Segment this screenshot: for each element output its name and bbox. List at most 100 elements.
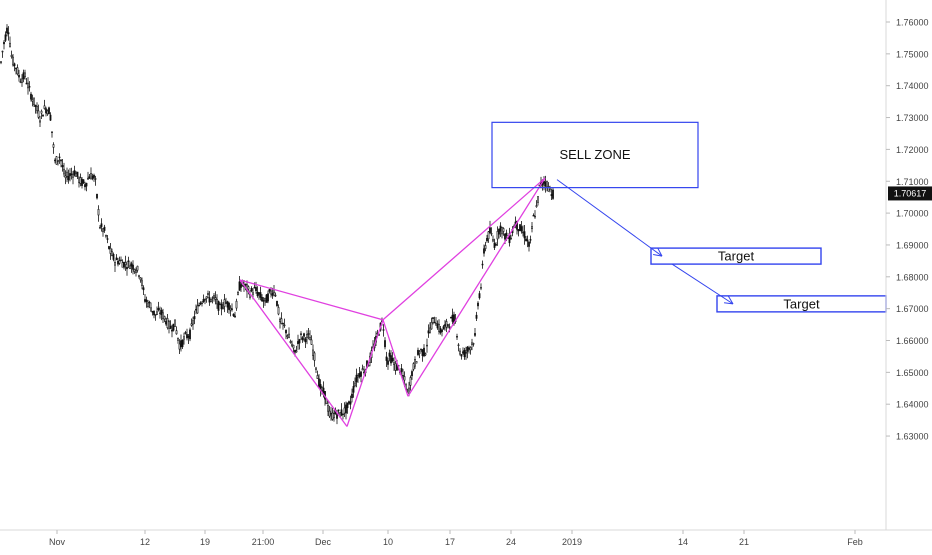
x-tick-label: 21:00 — [252, 537, 275, 547]
candle — [16, 64, 19, 76]
x-tick-label: 10 — [383, 537, 393, 547]
sell-zone-box[interactable] — [491, 121, 699, 189]
candle — [178, 339, 181, 354]
candle — [187, 333, 190, 344]
candle — [21, 74, 23, 87]
candle — [502, 227, 505, 236]
candle — [228, 301, 230, 314]
candle — [460, 354, 463, 360]
candle — [96, 193, 98, 200]
candle — [43, 99, 46, 110]
candle — [36, 102, 38, 114]
candle — [57, 159, 59, 166]
candle — [198, 302, 200, 307]
candle — [51, 131, 53, 138]
candle — [292, 344, 295, 353]
candle — [529, 235, 532, 244]
candle — [261, 294, 263, 303]
candle — [117, 257, 119, 267]
candle — [112, 252, 115, 262]
candle — [447, 323, 449, 329]
candle — [196, 298, 199, 314]
candle — [280, 312, 283, 325]
candle — [115, 254, 118, 261]
candle — [487, 230, 490, 243]
candle — [118, 256, 121, 265]
candle — [37, 104, 40, 120]
candle — [355, 368, 358, 388]
candle — [409, 375, 412, 391]
candle — [490, 227, 493, 237]
candle — [141, 277, 143, 290]
candle — [313, 351, 316, 367]
candle — [154, 313, 157, 321]
candle — [58, 153, 61, 164]
candle — [82, 179, 85, 184]
candle — [79, 173, 82, 187]
candle — [484, 241, 487, 252]
candle — [10, 50, 13, 59]
candle — [78, 176, 80, 188]
time-axis[interactable]: Nov 12 19 21:00 Dec 10 17 24 2019 14 21 Feb — [49, 530, 863, 547]
candle — [55, 156, 58, 165]
target-box-1[interactable] — [650, 247, 822, 265]
candle — [289, 339, 292, 344]
pattern-leg-cd — [407, 177, 546, 397]
candle — [481, 260, 484, 269]
candle — [208, 291, 211, 306]
candle — [156, 306, 158, 316]
candle — [132, 260, 134, 275]
candle — [174, 319, 176, 327]
candle — [84, 181, 86, 191]
candle — [42, 114, 44, 117]
projection-arrows — [556, 179, 734, 305]
candle — [160, 307, 163, 321]
candle — [495, 242, 497, 247]
candle — [189, 327, 191, 342]
candle — [433, 316, 436, 324]
harmonic-pattern — [239, 177, 546, 427]
candle — [138, 274, 140, 279]
candle — [234, 311, 236, 318]
candle — [222, 301, 224, 310]
candle — [70, 167, 73, 180]
candle — [352, 380, 355, 398]
candle — [135, 267, 137, 277]
candle — [181, 339, 184, 350]
candle — [150, 302, 152, 312]
candle — [528, 241, 530, 252]
candle — [469, 346, 472, 355]
candle — [40, 109, 43, 119]
candle — [496, 226, 499, 246]
candle — [100, 218, 103, 232]
y-tick-label: 1.75000 — [896, 49, 929, 59]
candle — [385, 351, 388, 368]
candle — [75, 171, 77, 177]
price-axis[interactable]: 1.76000 1.75000 1.74000 1.73000 1.72000 1.710… — [886, 18, 929, 442]
candle — [388, 349, 391, 362]
candle — [121, 259, 124, 268]
candle — [210, 298, 212, 303]
y-tick-label: 1.65000 — [896, 368, 929, 378]
candle — [333, 409, 335, 422]
candle — [199, 301, 202, 306]
candle — [265, 294, 268, 303]
candle — [472, 342, 475, 347]
candle — [165, 317, 167, 326]
candle — [288, 327, 290, 339]
candle — [232, 313, 235, 318]
candle — [183, 332, 185, 345]
x-tick-label: 21 — [739, 537, 749, 547]
candle — [537, 196, 539, 206]
x-tick-label: Feb — [847, 537, 863, 547]
candle — [91, 173, 94, 181]
x-tick-label: Nov — [49, 537, 66, 547]
candle — [94, 175, 97, 186]
candle — [457, 343, 460, 352]
candle — [285, 329, 287, 340]
candle — [61, 159, 64, 172]
candle — [205, 296, 208, 303]
